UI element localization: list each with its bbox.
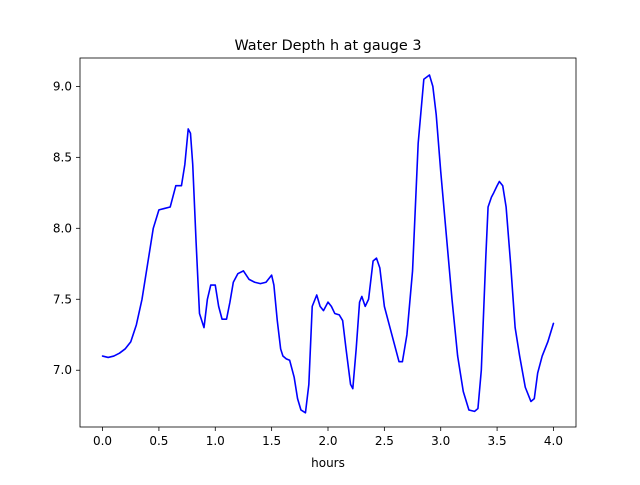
x-tick-label: 0.5 (149, 434, 168, 448)
series-line-0 (101, 74, 555, 414)
x-tick-label: 1.0 (206, 434, 225, 448)
x-axis-label: hours (311, 456, 345, 470)
y-tick-label: 7.5 (53, 292, 72, 306)
x-tick-label: 2.0 (318, 434, 337, 448)
x-tick-label: 1.5 (262, 434, 281, 448)
y-tick-label: 7.0 (53, 363, 72, 377)
x-tick-label: 4.0 (544, 434, 563, 448)
x-tick-label: 3.5 (488, 434, 507, 448)
y-tick-label: 8.0 (53, 221, 72, 235)
chart-title: Water Depth h at gauge 3 (234, 38, 421, 54)
y-tick-label: 9.0 (53, 79, 72, 93)
x-tick-label: 3.0 (431, 434, 450, 448)
x-tick-label: 0.0 (93, 434, 112, 448)
x-tick-label: 2.5 (375, 434, 394, 448)
y-tick-label: 8.5 (53, 150, 72, 164)
plot-area: 0.0 0.5 1.0 1.5 2.0 2.5 3.0 3.5 4.0 7.0 7.5 8.0 8.5 9… (53, 57, 577, 448)
